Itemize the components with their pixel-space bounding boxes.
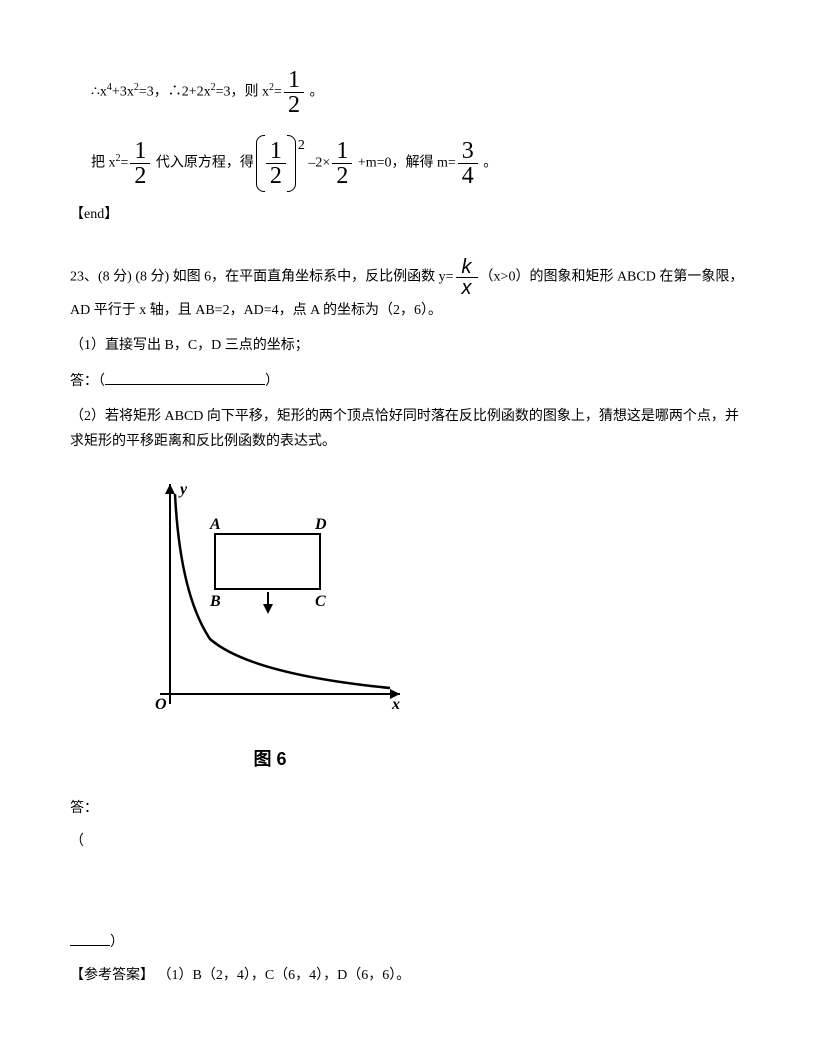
svg-text:D: D — [314, 516, 327, 533]
end-marker: 【end】 — [70, 202, 746, 227]
equation-line-1: ∴x4+3x2=3，∴2+2x2=3，则 x2=12 。 — [70, 68, 746, 117]
blank-input-2[interactable] — [70, 931, 110, 946]
x-label: x — [391, 696, 400, 713]
part-2: （2）若将矩形 ABCD 向下平移，矩形的两个顶点恰好同时落在反比例函数的图象上… — [70, 404, 746, 454]
answer-blank-1: 答：（） — [70, 369, 746, 394]
answer-2-close: ） — [70, 930, 746, 955]
svg-text:B: B — [209, 593, 221, 610]
y-label: y — [178, 481, 188, 498]
reference-answer: 【参考答案】 （1）B（2，4），C（6，4），D（6，6）。 — [70, 963, 746, 988]
blank-input[interactable] — [105, 370, 265, 385]
answer-2-label: 答： — [70, 796, 746, 821]
part-1: （1）直接写出 B，C，D 三点的坐标； — [70, 333, 746, 358]
figure-6: y x O A D B C — [130, 474, 746, 733]
question-23: 23、(8 分) (8 分) 如图 6，在平面直角坐标系中，反比例函数 y=kx… — [70, 257, 746, 323]
svg-text:A: A — [209, 516, 221, 533]
equation-line-2: 把 x2=12 代入原方程，得122 –2×12 +m=0，解得 m=34 。 — [70, 135, 746, 192]
svg-text:C: C — [315, 593, 326, 610]
origin-label: O — [155, 696, 167, 713]
figure-caption: 图 6 — [130, 743, 410, 775]
answer-2-open: （ — [70, 829, 746, 854]
